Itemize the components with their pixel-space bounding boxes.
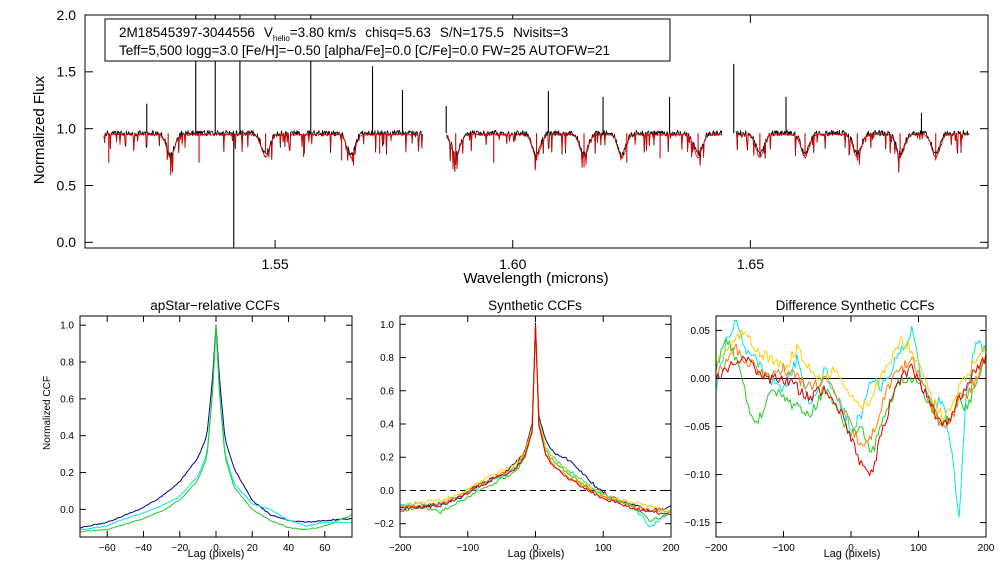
x-tick-label: 60 bbox=[319, 543, 331, 554]
x-tick-label: 0 bbox=[848, 543, 854, 554]
apstar-axes: −60 −40 −20 0 20 40 60 0.0 0.2 0.4 0.6 0.8 1.0 bbox=[60, 316, 352, 554]
apstar-lines bbox=[80, 324, 352, 533]
synthetic-axes: −200 −100 0 100 200 −0.2 0.0 0.2 0.4 0.6 0.8 1.0 bbox=[374, 316, 680, 554]
x-tick-label: −200 bbox=[389, 543, 412, 554]
y-tick-label: 0.2 bbox=[60, 468, 74, 479]
y-tick-label: −0.2 bbox=[374, 519, 394, 530]
y-tick-label: −0.15 bbox=[685, 518, 711, 529]
x-tick-label: −20 bbox=[171, 543, 188, 554]
y-tick-label: 0.0 bbox=[380, 486, 394, 497]
synthetic-plot-area bbox=[400, 322, 671, 527]
spectrum-lines bbox=[103, 15, 970, 248]
y-tick-label: 0.00 bbox=[691, 374, 711, 385]
spectrum-panel: 1.55 1.60 1.65 0.0 0.5 1.0 1.5 2.0 Wavelength (… bbox=[31, 7, 989, 287]
y-tick-label: 0.8 bbox=[60, 358, 74, 369]
synthetic-series-1 bbox=[400, 322, 671, 513]
y-tick-label: 0.05 bbox=[691, 326, 711, 337]
y-tick-label: 1.0 bbox=[380, 320, 394, 331]
x-tick-label: 100 bbox=[595, 543, 612, 554]
difference-xlabel: Lag (pixels) bbox=[824, 548, 881, 560]
synthetic-series-5 bbox=[400, 325, 671, 514]
x-tick-label: 200 bbox=[663, 543, 680, 554]
y-tick-label: 1.0 bbox=[60, 321, 74, 332]
y-tick-label: −0.05 bbox=[685, 422, 711, 433]
header-line-1: 2M18545397-3044556 Vhelio=3.80 km/s chisq=… bbox=[119, 25, 568, 43]
chisq: chisq=5.63 bbox=[365, 25, 431, 40]
x-tick-label: 20 bbox=[247, 543, 259, 554]
x-tick-label: −200 bbox=[705, 543, 728, 554]
header-box: 2M18545397-3044556 Vhelio=3.80 km/s chisq=… bbox=[104, 18, 671, 62]
x-tick-label: 200 bbox=[978, 543, 995, 554]
synthetic-series-3 bbox=[400, 327, 671, 523]
spectrum-plot-area bbox=[103, 15, 970, 248]
difference-series-2 bbox=[716, 338, 986, 453]
x-tick-label: 1.55 bbox=[261, 256, 288, 272]
synthetic-series-2 bbox=[400, 326, 671, 527]
model-spectrum-chip-3 bbox=[735, 132, 970, 171]
apstar-series-2 bbox=[80, 328, 352, 531]
y-tick-label: 0.4 bbox=[380, 420, 394, 431]
apstar-series-1 bbox=[80, 324, 352, 529]
y-tick-label: 0.6 bbox=[380, 386, 394, 397]
snr: S/N=175.5 bbox=[440, 25, 504, 40]
y-tick-label: 0.0 bbox=[60, 505, 74, 516]
difference-title: Difference Synthetic CCFs bbox=[776, 298, 935, 313]
x-tick-label: 40 bbox=[283, 543, 295, 554]
spectrum-axes: 1.55 1.60 1.65 0.0 0.5 1.0 1.5 2.0 bbox=[57, 7, 988, 272]
spectrum-xlabel: Wavelength (microns) bbox=[463, 270, 608, 287]
y-tick-label: 0.4 bbox=[60, 431, 74, 442]
apstar-title: apStar−relative CCFs bbox=[150, 298, 280, 313]
apstar-frame bbox=[79, 315, 353, 538]
apstar-series-3 bbox=[80, 326, 352, 533]
synthetic-series-6 bbox=[400, 324, 671, 516]
y-tick-label: −0.10 bbox=[685, 470, 711, 481]
synthetic-xlabel: Lag (pixels) bbox=[508, 548, 565, 560]
apstar-xlabel: Lag (pixels) bbox=[188, 548, 245, 560]
synthetic-ccf-panel: Synthetic CCFs −200 −100 0 100 200 −0.2 0.0 0.2… bbox=[374, 298, 680, 560]
x-tick-label: 100 bbox=[910, 543, 927, 554]
x-tick-label: −100 bbox=[456, 543, 479, 554]
spectrum-ylabel: Normalized Flux bbox=[31, 75, 48, 184]
y-tick-label: 1.5 bbox=[57, 64, 77, 80]
x-tick-label: 0 bbox=[213, 543, 219, 554]
synthetic-lines bbox=[400, 322, 671, 527]
y-tick-label: 0.5 bbox=[57, 177, 77, 193]
apstar-plot-area bbox=[80, 324, 352, 533]
difference-series-1 bbox=[716, 319, 986, 518]
x-tick-label: −100 bbox=[772, 543, 795, 554]
y-tick-label: 1.0 bbox=[57, 121, 77, 137]
y-tick-label: 0.0 bbox=[57, 234, 77, 250]
apstar-ccf-panel: apStar−relative CCFs −60 −40 −20 0 20 40 60 0.0… bbox=[42, 298, 353, 560]
difference-axes: −200 −100 0 100 200 −0.15 −0.10 −0.05 0.00 0.05 bbox=[685, 316, 995, 554]
x-tick-label: −40 bbox=[135, 543, 152, 554]
apstar-ylabel: Normalized CCF bbox=[42, 376, 53, 450]
y-tick-label: 0.8 bbox=[380, 353, 394, 364]
difference-plot-area bbox=[716, 319, 986, 518]
difference-series-3 bbox=[716, 328, 986, 420]
difference-ccf-panel: Difference Synthetic CCFs −200 −100 0 100 20… bbox=[685, 298, 995, 560]
y-tick-label: 0.2 bbox=[380, 453, 394, 464]
y-tick-label: 2.0 bbox=[57, 7, 77, 23]
synthetic-series-4 bbox=[400, 325, 671, 511]
model-spectrum-chip-1 bbox=[103, 132, 423, 174]
x-tick-label: 0 bbox=[533, 543, 539, 554]
difference-series-5 bbox=[716, 353, 986, 477]
x-tick-label: 1.65 bbox=[737, 256, 764, 272]
header-line-2: Teff=5,500 logg=3.0 [Fe/H]=−0.50 [alpha/… bbox=[119, 43, 610, 58]
vhelio-value: =3.80 km/s bbox=[290, 25, 357, 40]
x-tick-label: 1.60 bbox=[499, 256, 526, 272]
spectrum-frame bbox=[84, 14, 989, 249]
difference-lines bbox=[716, 319, 986, 518]
star-id: 2M18545397-3044556 bbox=[119, 25, 255, 40]
synthetic-title: Synthetic CCFs bbox=[488, 298, 582, 313]
y-tick-label: 0.6 bbox=[60, 394, 74, 405]
vhelio-prefix: V bbox=[264, 25, 273, 40]
nvisits: Nvisits=3 bbox=[513, 25, 568, 40]
vhelio-sub: helio bbox=[273, 34, 290, 43]
x-tick-label: −60 bbox=[99, 543, 116, 554]
